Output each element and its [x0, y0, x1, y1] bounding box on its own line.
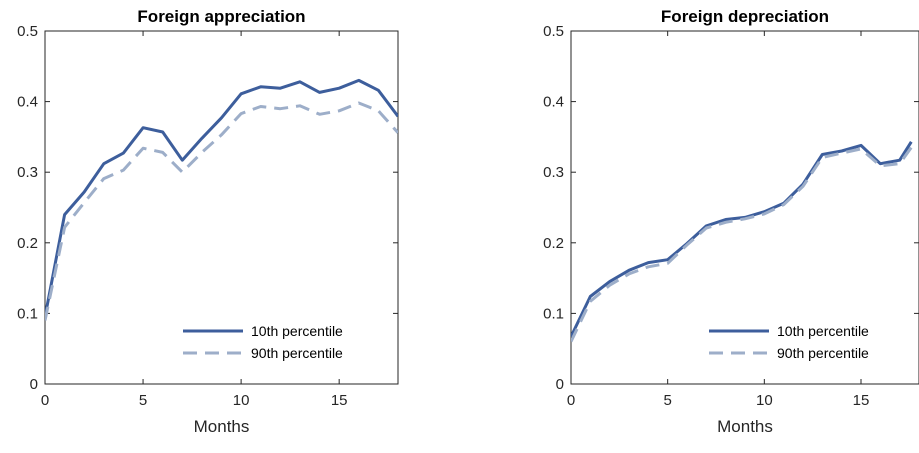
x-tick-label: 0	[41, 392, 49, 409]
series-line-90th-percentile	[45, 101, 398, 321]
y-tick-label: 0	[556, 376, 564, 393]
x-axis-label: Months	[717, 417, 773, 436]
x-tick-label: 5	[139, 392, 147, 409]
chart-title: Foreign depreciation	[661, 7, 829, 26]
legend-label: 90th percentile	[251, 345, 343, 361]
x-tick-label: 10	[233, 392, 250, 409]
y-tick-label: 0.4	[543, 94, 564, 111]
legend-label: 10th percentile	[251, 323, 343, 339]
y-tick-label: 0.1	[17, 305, 38, 322]
series-line-10th-percentile	[45, 78, 398, 318]
y-tick-label: 0.4	[17, 94, 38, 111]
y-tick-label: 0.2	[543, 235, 564, 252]
x-tick-label: 15	[331, 392, 348, 409]
y-tick-label: 0	[30, 376, 38, 393]
y-tick-label: 0.3	[543, 164, 564, 181]
legend: 10th percentile 90th percentile	[183, 323, 343, 361]
chart-panel-2: Foreign depreciation 0 5 10 15 0 0.1 0.2 0.3 0.4 0…	[543, 7, 919, 436]
x-axis-label: Months	[194, 417, 250, 436]
x-tick-label: 10	[756, 392, 773, 409]
series-line-10th-percentile	[571, 141, 913, 338]
series-line-90th-percentile	[571, 146, 913, 343]
plot-area	[44, 30, 399, 385]
plot-area	[570, 30, 919, 385]
chart-panel-1: Foreign appreciation 0 5 10 15 0 0.1 0.2 0.3 0.4 0…	[17, 7, 399, 436]
y-tick-label: 0.5	[17, 23, 38, 40]
legend-label: 10th percentile	[777, 323, 869, 339]
y-tick-label: 0.3	[17, 164, 38, 181]
y-tick-label: 0.5	[543, 23, 564, 40]
x-tick-label: 15	[853, 392, 870, 409]
legend-label: 90th percentile	[777, 345, 869, 361]
chart-title: Foreign appreciation	[137, 7, 305, 26]
legend: 10th percentile 90th percentile	[709, 323, 869, 361]
y-tick-label: 0.1	[543, 305, 564, 322]
x-tick-label: 0	[567, 392, 575, 409]
y-tick-label: 0.2	[17, 235, 38, 252]
x-tick-label: 5	[663, 392, 671, 409]
